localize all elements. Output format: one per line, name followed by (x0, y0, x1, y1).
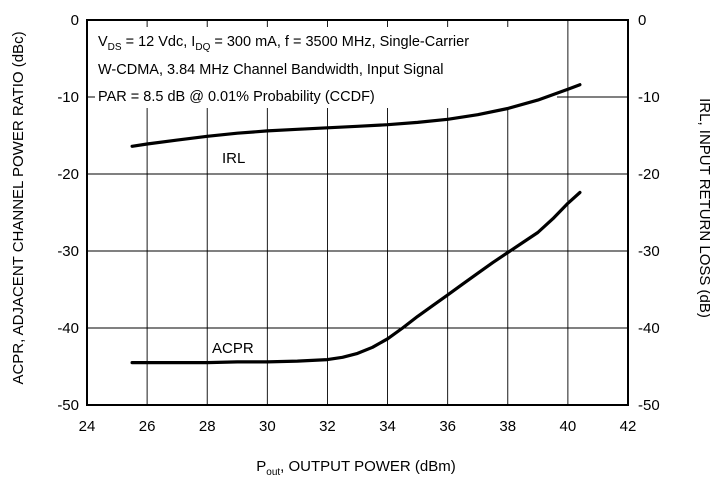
annotation-text: V (98, 34, 108, 50)
x-tick-label: 30 (259, 418, 276, 435)
x-tick-label: 24 (79, 418, 96, 435)
annotation-line-1: VDS = 12 Vdc, IDQ = 300 mA, f = 3500 MHz… (98, 34, 469, 53)
y-tick-label-right: -10 (638, 89, 660, 106)
annotation-subscript: DQ (195, 42, 210, 53)
y-tick-label-left: -20 (57, 166, 79, 183)
annotation-line-2: W-CDMA, 3.84 MHz Channel Bandwidth, Inpu… (98, 62, 443, 78)
y-tick-label-right: -20 (638, 166, 660, 183)
plot-border (86, 19, 629, 406)
x-axis-title-main: P (256, 458, 266, 475)
series-line-irl (130, 83, 582, 148)
annotation-subscript: DS (108, 42, 122, 53)
x-axis-title-rest: , OUTPUT POWER (dBm) (280, 458, 456, 475)
annotation-line-3: PAR = 8.5 dB @ 0.01% Probability (CCDF) (98, 89, 375, 105)
y-tick-label-left: -30 (57, 243, 79, 260)
x-tick-label: 26 (139, 418, 156, 435)
tick-labels: 24 26 28 30 32 34 36 38 40 42 0 0 -10 -10 -20 -20 -30 -30… (57, 12, 659, 435)
plot-frame (86, 19, 629, 406)
y-tick-label-right: -50 (638, 397, 660, 414)
series-label-irl: IRL (222, 150, 245, 167)
y-axis-right-title: IRL, INPUT RETURN LOSS (dB) (696, 98, 710, 318)
x-tick-label: 38 (499, 418, 516, 435)
annotation-text: = 12 Vdc, I (122, 34, 196, 50)
series-line-acpr (130, 190, 582, 365)
x-axis-title: Pout, OUTPUT POWER (dBm) (256, 458, 455, 478)
y-tick-label-right: -30 (638, 243, 660, 260)
y-tick-label-right: 0 (638, 12, 646, 29)
x-tick-label: 28 (199, 418, 216, 435)
annotation-text: = 300 mA, f = 3500 MHz, Single-Carrier (210, 34, 469, 50)
series (130, 83, 582, 365)
x-tick-label: 42 (620, 418, 637, 435)
y-tick-label-left: 0 (71, 12, 79, 29)
y-tick-label-left: -50 (57, 397, 79, 414)
y-axis-left-title: ACPR, ADJACENT CHANNEL POWER RATIO (dBc) (10, 31, 27, 384)
y-tick-label-left: -40 (57, 320, 79, 337)
x-tick-label: 32 (319, 418, 336, 435)
conditions-annotation: VDS = 12 Vdc, IDQ = 300 mA, f = 3500 MHz… (95, 27, 557, 108)
annotation-background (95, 27, 557, 108)
x-axis-title-sub: out (266, 467, 280, 478)
x-tick-label: 34 (379, 418, 396, 435)
x-tick-label: 40 (560, 418, 577, 435)
y-tick-label-left: -10 (57, 89, 79, 106)
series-label-acpr: ACPR (212, 340, 254, 357)
x-tick-label: 36 (439, 418, 456, 435)
y-tick-label-right: -40 (638, 320, 660, 337)
